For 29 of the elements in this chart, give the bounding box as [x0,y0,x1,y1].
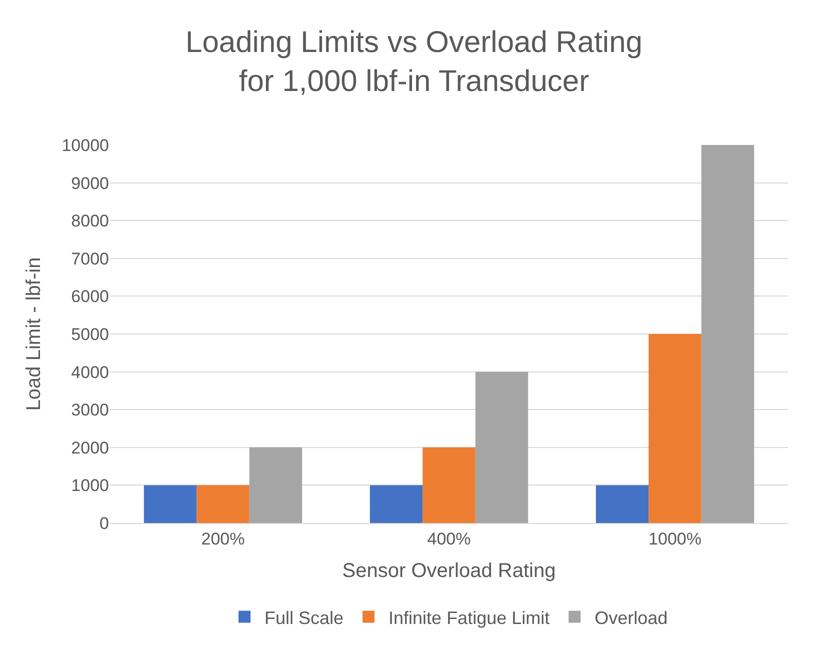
legend-label: Overload [594,608,668,628]
bar [422,447,476,523]
legend-label: Full Scale [264,608,344,628]
bar [144,485,197,523]
x-tick-label: 200% [201,529,245,548]
x-tick-label: 1000% [648,529,702,548]
legend-label: Infinite Fatigue Limit [388,608,550,628]
y-tick-label: 1000 [71,476,109,496]
y-tick-label: 8000 [71,212,109,231]
y-tick-label: 7000 [71,249,109,268]
bar [475,372,528,523]
y-tick-label: 6000 [71,287,109,306]
y-axis-title: Load Limit - lbf-in [23,257,46,411]
y-tick-label: 9000 [71,174,109,193]
y-tick-label: 2000 [71,438,109,458]
bar [196,485,250,523]
y-tick-label: 4000 [71,362,109,382]
y-tick-label: 5000 [71,324,109,344]
bar [596,485,649,523]
x-tick-label: 400% [427,529,471,548]
bar [701,145,754,523]
y-tick-label: 0 [100,514,109,533]
bar [370,485,423,523]
y-tick-label: 10000 [62,136,109,155]
bar [648,334,702,523]
y-tick-label: 3000 [71,400,109,420]
chart-title: Loading Limits vs Overload Rating for 1,000 lbf-in Transducer [186,26,642,98]
bar [249,447,302,523]
x-axis-title: Sensor Overload Rating [342,560,556,582]
